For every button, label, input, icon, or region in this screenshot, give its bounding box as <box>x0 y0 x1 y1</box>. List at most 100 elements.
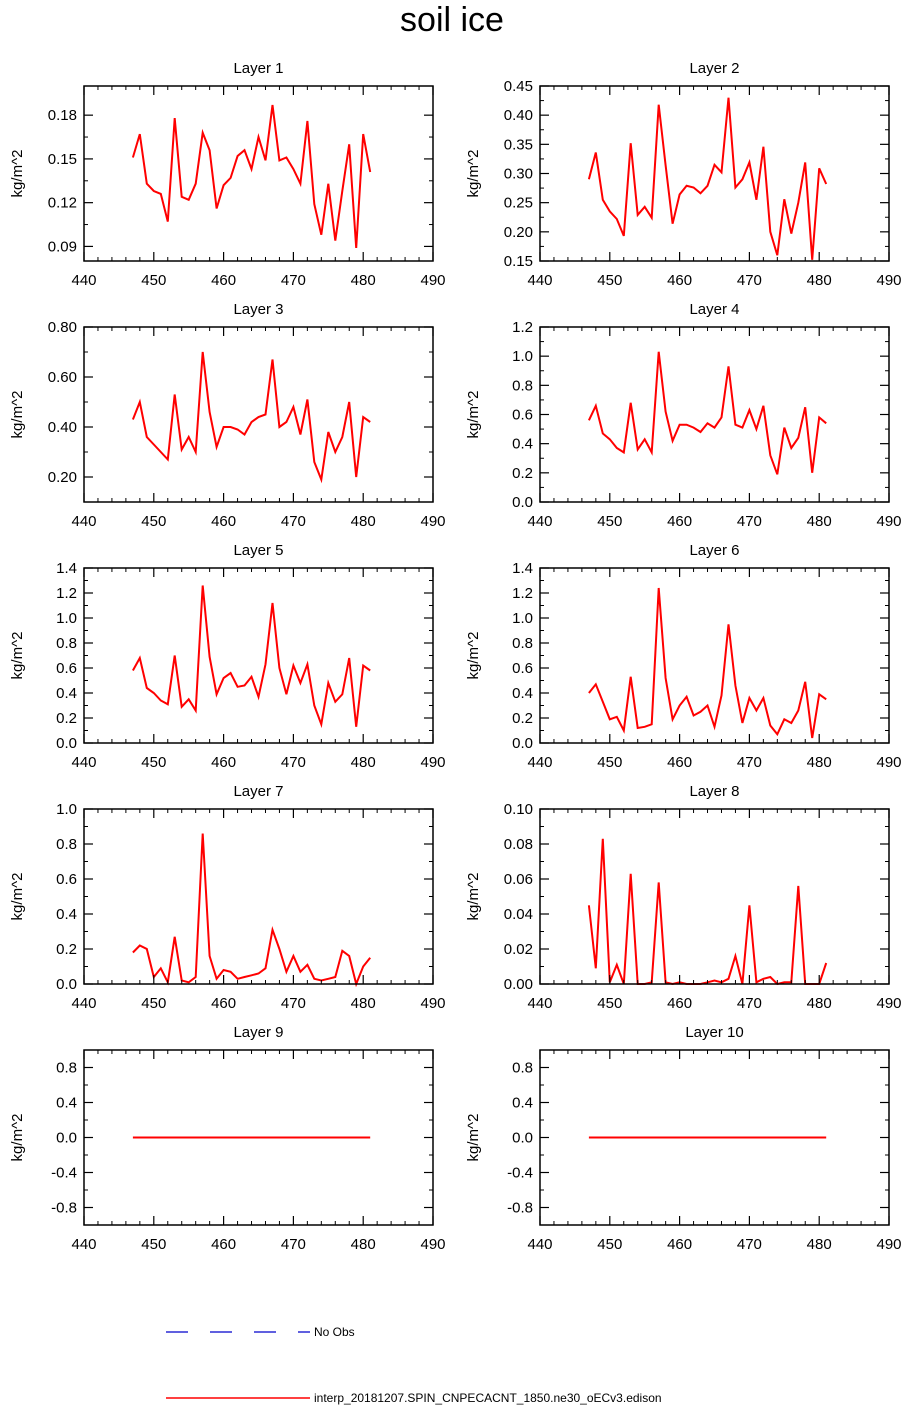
panel-9-ylabel: kg/m^2 <box>9 1114 26 1162</box>
panel-4-title: Layer 4 <box>689 301 739 318</box>
panel-7-ytick-label: 0.2 <box>56 941 77 958</box>
panel-3-xtick-label: 480 <box>351 513 376 530</box>
panel-5-ytick-label: 1.2 <box>56 585 77 602</box>
panel-10-xtick-label: 490 <box>876 1236 901 1253</box>
panel-2-xtick-label: 460 <box>667 272 692 289</box>
panel-8-xtick-label: 450 <box>597 995 622 1012</box>
panel-1-xtick-label: 470 <box>281 272 306 289</box>
panel-5-xtick-label: 450 <box>141 754 166 771</box>
panel-1-ytick-label: 0.12 <box>48 195 77 212</box>
panel-4-xtick-label: 480 <box>807 513 832 530</box>
panel-9-xtick-label: 490 <box>420 1236 445 1253</box>
panel-3-series-line <box>131 351 371 484</box>
panel-2-xtick-label: 440 <box>527 272 552 289</box>
panel-10-xtick-label: 480 <box>807 1236 832 1253</box>
panel-4-xtick-label: 460 <box>667 513 692 530</box>
panel-1-xtick-label: 450 <box>141 272 166 289</box>
panel-5-title: Layer 5 <box>233 542 283 559</box>
panel-10-xtick-label: 460 <box>667 1236 692 1253</box>
legend-label-model-run: interp_20181207.SPIN_CNPECACNT_1850.ne30… <box>314 1391 662 1405</box>
panel-3-ylabel: kg/m^2 <box>9 391 26 439</box>
panel-6-xtick-label: 450 <box>597 754 622 771</box>
panel-4-ytick-label: 1.0 <box>512 348 533 365</box>
panel-5-xtick-label: 490 <box>420 754 445 771</box>
panel-4-ytick-label: 0.2 <box>512 465 533 482</box>
panel-3-xtick-label: 460 <box>211 513 236 530</box>
panel-1-title: Layer 1 <box>233 60 283 77</box>
panel-6-ytick-label: 0.4 <box>512 685 533 702</box>
panel-4-xtick-label: 440 <box>527 513 552 530</box>
panel-7-ylabel: kg/m^2 <box>9 873 26 921</box>
panel-6-ytick-label: 0.0 <box>512 735 533 752</box>
panel-10-ytick-label: 0.8 <box>512 1060 533 1077</box>
panel-7-title: Layer 7 <box>233 783 283 800</box>
panel-7-xtick-label: 460 <box>211 995 236 1012</box>
panel-9-ytick-label: 0.4 <box>56 1095 77 1112</box>
panel-1-ytick-label: 0.18 <box>48 107 77 124</box>
panel-8-ytick-label: 0.10 <box>504 801 533 818</box>
panel-4-ytick-label: 1.2 <box>512 319 533 336</box>
panel-9-xtick-label: 440 <box>71 1236 96 1253</box>
panel-2-ytick-label: 0.15 <box>504 253 533 270</box>
panel-2-ytick-label: 0.25 <box>504 195 533 212</box>
panel-8-xtick-label: 490 <box>876 995 901 1012</box>
legend-label-no-obs: No Obs <box>314 1325 355 1339</box>
panel-5-ytick-label: 1.4 <box>56 560 77 577</box>
panel-9-xtick-label: 480 <box>351 1236 376 1253</box>
panel-10-xtick-label: 450 <box>597 1236 622 1253</box>
panel-6-xtick-label: 470 <box>737 754 762 771</box>
panel-5-ytick-label: 0.8 <box>56 635 77 652</box>
panel-2-xtick-label: 470 <box>737 272 762 289</box>
panel-5-xtick-label: 470 <box>281 754 306 771</box>
panel-8-ytick-label: 0.00 <box>504 976 533 993</box>
panel-10-ytick-label: -0.4 <box>507 1165 533 1182</box>
panel-8-ytick-label: 0.08 <box>504 836 533 853</box>
panel-3-title: Layer 3 <box>233 301 283 318</box>
panel-2-ytick-label: 0.40 <box>504 107 533 124</box>
panel-7-ytick-label: 0.6 <box>56 871 77 888</box>
panel-6-ytick-label: 1.0 <box>512 610 533 627</box>
figure-title: soil ice <box>400 1 504 39</box>
panel-3-ytick-label: 0.80 <box>48 319 77 336</box>
panel-6-ytick-label: 0.8 <box>512 635 533 652</box>
panel-6-ytick-label: 0.2 <box>512 710 533 727</box>
panel-6-xtick-label: 480 <box>807 754 832 771</box>
panel-6-ytick-label: 0.6 <box>512 660 533 677</box>
panel-9-title: Layer 9 <box>233 1024 283 1041</box>
panel-4-ytick-label: 0.4 <box>512 436 533 453</box>
panel-4-series-line <box>587 351 827 475</box>
panel-2-ylabel: kg/m^2 <box>465 150 482 198</box>
panel-7-xtick-label: 440 <box>71 995 96 1012</box>
panel-7-xtick-label: 470 <box>281 995 306 1012</box>
panel-10-ytick-label: -0.8 <box>507 1200 533 1217</box>
panel-5-xtick-label: 480 <box>351 754 376 771</box>
panel-10-xtick-label: 470 <box>737 1236 762 1253</box>
panel-8-frame <box>539 808 890 985</box>
panel-5-ytick-label: 0.6 <box>56 660 77 677</box>
panel-10-ytick-label: 0.4 <box>512 1095 533 1112</box>
panel-5-ytick-label: 0.4 <box>56 685 77 702</box>
panel-8-ylabel: kg/m^2 <box>465 873 482 921</box>
panel-5-xtick-label: 440 <box>71 754 96 771</box>
panel-4-xtick-label: 490 <box>876 513 901 530</box>
panel-7-ytick-label: 0.8 <box>56 836 77 853</box>
panel-9-ytick-label: 0.0 <box>56 1130 77 1147</box>
panel-2-frame <box>539 85 890 262</box>
panel-2-ytick-label: 0.45 <box>504 78 533 95</box>
panel-10-ytick-label: 0.0 <box>512 1130 533 1147</box>
panel-10-title: Layer 10 <box>685 1024 743 1041</box>
panel-3-xtick-label: 450 <box>141 513 166 530</box>
panel-7-ytick-label: 0.0 <box>56 976 77 993</box>
panel-3-ytick-label: 0.60 <box>48 369 77 386</box>
panel-10-ylabel: kg/m^2 <box>465 1114 482 1162</box>
panel-1-series-line <box>131 104 372 248</box>
panel-4-ytick-label: 0.8 <box>512 377 533 394</box>
panel-4-xtick-label: 470 <box>737 513 762 530</box>
panel-7-ytick-label: 0.4 <box>56 906 77 923</box>
panel-3-xtick-label: 490 <box>420 513 445 530</box>
panel-6-xtick-label: 460 <box>667 754 692 771</box>
panel-3-xtick-label: 440 <box>71 513 96 530</box>
panel-1-ytick-label: 0.09 <box>48 238 77 255</box>
panel-7-frame <box>83 808 434 985</box>
panel-3-ytick-label: 0.40 <box>48 419 77 436</box>
